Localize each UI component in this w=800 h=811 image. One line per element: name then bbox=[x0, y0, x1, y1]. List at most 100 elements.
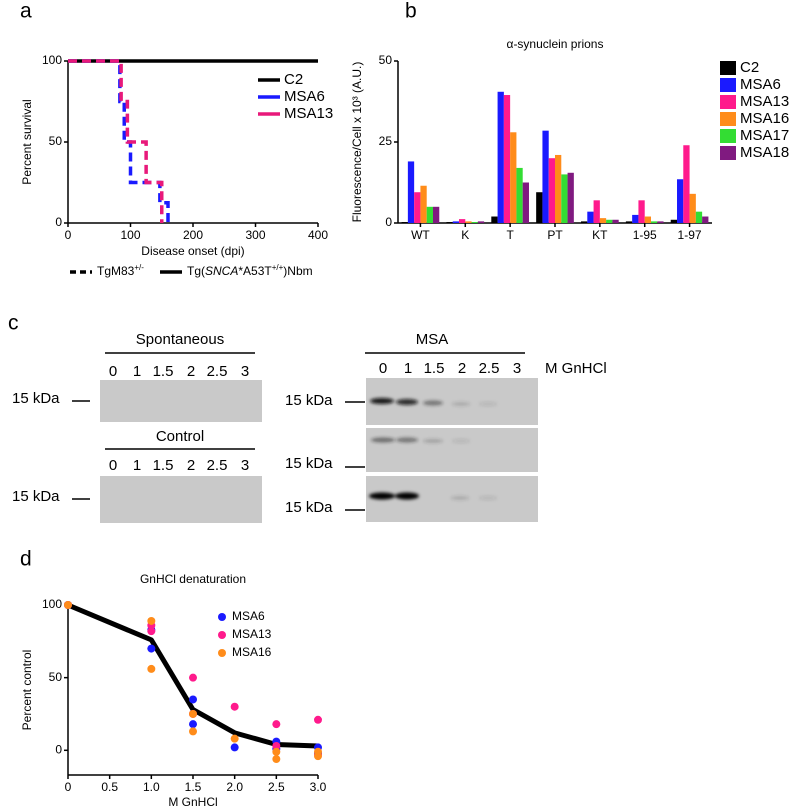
point bbox=[230, 743, 239, 752]
x-tick-label: 3.0 bbox=[310, 780, 327, 794]
marker-label: 15 kDa bbox=[285, 499, 333, 516]
legend-label: C2 bbox=[284, 71, 303, 88]
bar bbox=[650, 221, 658, 223]
lane-label: 3 bbox=[241, 363, 249, 380]
x-tick-label: 300 bbox=[245, 228, 265, 242]
legend-label: MSA6 bbox=[284, 88, 325, 105]
bar bbox=[542, 130, 549, 223]
lane-label: 3 bbox=[513, 360, 521, 377]
legend-swatch bbox=[720, 129, 736, 143]
bar bbox=[420, 185, 427, 223]
unit-label: M GnHCl bbox=[545, 360, 607, 377]
blot bbox=[100, 476, 262, 523]
chart-title: GnHCl denaturation bbox=[140, 572, 246, 586]
bar bbox=[471, 222, 478, 223]
panel-label: d bbox=[20, 548, 32, 571]
y-tick-label: 50 bbox=[49, 670, 63, 684]
bar bbox=[548, 158, 555, 223]
legend-part: +/- bbox=[134, 263, 144, 272]
point bbox=[189, 673, 197, 682]
point bbox=[189, 720, 197, 729]
lane-label: 1 bbox=[133, 457, 141, 474]
bar bbox=[581, 221, 588, 223]
legend-label: MSA16 bbox=[232, 645, 272, 659]
y-axis-label: Percent control bbox=[20, 650, 34, 731]
legend-swatch bbox=[720, 146, 736, 160]
bar bbox=[446, 222, 453, 223]
x-tick-label: 0 bbox=[65, 228, 72, 242]
legend-swatch bbox=[720, 95, 736, 109]
x-tick-label: 2.5 bbox=[268, 780, 285, 794]
lane-label: 3 bbox=[241, 457, 249, 474]
bar bbox=[683, 145, 690, 223]
legend-part: +/+ bbox=[272, 263, 284, 272]
point bbox=[314, 715, 322, 724]
x-tick-label: 1.5 bbox=[185, 780, 202, 794]
bar bbox=[516, 167, 523, 223]
point bbox=[272, 741, 281, 750]
marker-label: 15 kDa bbox=[285, 392, 333, 409]
point bbox=[230, 734, 239, 743]
point bbox=[189, 695, 197, 704]
x-axis-label: Disease onset (dpi) bbox=[141, 244, 244, 258]
bar bbox=[426, 206, 433, 223]
bar bbox=[657, 221, 664, 223]
blot-title: Control bbox=[156, 428, 204, 445]
legend-part: SNCA bbox=[205, 264, 238, 278]
y-tick-label: 50 bbox=[379, 53, 393, 67]
band bbox=[395, 492, 419, 500]
band bbox=[479, 402, 497, 406]
legend-swatch bbox=[720, 78, 736, 92]
y-tick-label: 100 bbox=[42, 53, 62, 67]
bar bbox=[459, 219, 466, 223]
legend-swatch bbox=[218, 613, 226, 621]
blot bbox=[100, 380, 262, 422]
bar bbox=[677, 179, 684, 223]
marker-label: 15 kDa bbox=[12, 390, 60, 407]
bar bbox=[587, 211, 594, 223]
marker-label: 15 kDa bbox=[285, 455, 333, 472]
style-legend-label: TgM83+/- bbox=[97, 263, 144, 279]
point bbox=[147, 627, 156, 636]
band bbox=[452, 439, 470, 443]
panel-label: a bbox=[20, 0, 32, 23]
legend-label: C2 bbox=[740, 59, 759, 76]
band bbox=[369, 492, 395, 500]
legend-part: *A53T bbox=[238, 264, 272, 278]
legend-part: )Nbm bbox=[283, 264, 312, 278]
band bbox=[396, 437, 418, 443]
mean-line bbox=[67, 602, 319, 749]
legend-label: MSA16 bbox=[740, 110, 789, 127]
bar bbox=[638, 200, 645, 223]
legend-label: MSA13 bbox=[284, 105, 333, 122]
marker-label: 15 kDa bbox=[12, 488, 60, 505]
lane-label: 0 bbox=[109, 457, 117, 474]
point bbox=[147, 644, 156, 653]
lane-label: 1.5 bbox=[424, 360, 445, 377]
point bbox=[272, 747, 281, 756]
band bbox=[371, 437, 395, 443]
blot-title: Spontaneous bbox=[136, 331, 224, 348]
bar bbox=[407, 161, 415, 223]
band bbox=[370, 398, 394, 404]
bar bbox=[510, 132, 517, 223]
bar bbox=[491, 216, 498, 223]
bar bbox=[465, 221, 472, 223]
x-tick-label: PT bbox=[547, 228, 563, 242]
y-tick-label: 0 bbox=[385, 215, 392, 229]
bar bbox=[606, 219, 613, 223]
lane-label: 0 bbox=[109, 363, 117, 380]
point bbox=[272, 755, 281, 764]
lane-label: 1.5 bbox=[153, 363, 174, 380]
style-legend-label: Tg(SNCA*A53T+/+)Nbm bbox=[187, 263, 313, 279]
point bbox=[64, 601, 72, 609]
lane-label: 2 bbox=[187, 457, 195, 474]
blot bbox=[366, 428, 538, 472]
bar bbox=[561, 174, 568, 223]
lane-label: 1 bbox=[133, 363, 141, 380]
legend-label: MSA17 bbox=[740, 127, 789, 144]
y-tick-label: 25 bbox=[379, 134, 393, 148]
y-axis-label: Fluorescence/Cell x 10³ (A.U.) bbox=[350, 62, 364, 223]
lane-label: 2.5 bbox=[207, 457, 228, 474]
band bbox=[423, 400, 443, 406]
